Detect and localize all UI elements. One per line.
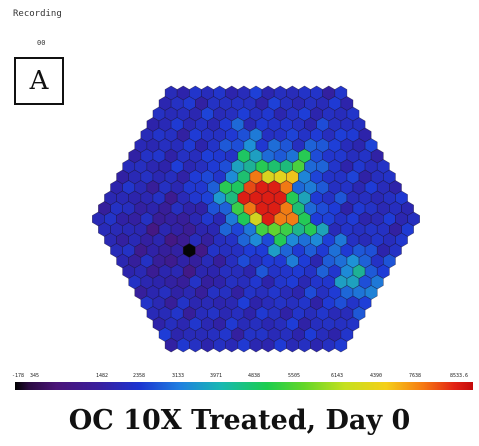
colorbar-tick: -178 bbox=[12, 373, 25, 379]
panel-label: A bbox=[29, 66, 49, 96]
recording-sub-label: 00 bbox=[37, 39, 46, 47]
panel-label-box: A bbox=[14, 57, 64, 105]
colorbar-tick: 1482 bbox=[96, 373, 109, 379]
electrode-cells bbox=[92, 85, 420, 353]
colorbar-tick: 7638 bbox=[409, 373, 422, 379]
colorbar-tick: 2358 bbox=[133, 373, 146, 379]
colorbar-tick: 6143 bbox=[331, 373, 344, 379]
colorbar-tick: 4838 bbox=[248, 373, 261, 379]
colorbar-tick: 3971 bbox=[210, 373, 223, 379]
figure-title: OC 10X Treated, Day 0 bbox=[68, 405, 411, 436]
colorbar-tick: 345 bbox=[30, 373, 40, 379]
colorbar bbox=[15, 382, 473, 390]
colorbar-tick: 8533.6 bbox=[450, 373, 469, 379]
recording-label: Recording bbox=[13, 9, 62, 19]
colorbar-tick: 4390 bbox=[370, 373, 383, 379]
colorbar-tick: 3133 bbox=[172, 373, 185, 379]
electrode-cell bbox=[334, 337, 348, 353]
colorbar-tick: 5505 bbox=[288, 373, 301, 379]
colorbar-tick-labels: -178 345 1482 2358 3133 3971 4838 5505 6… bbox=[12, 373, 477, 382]
